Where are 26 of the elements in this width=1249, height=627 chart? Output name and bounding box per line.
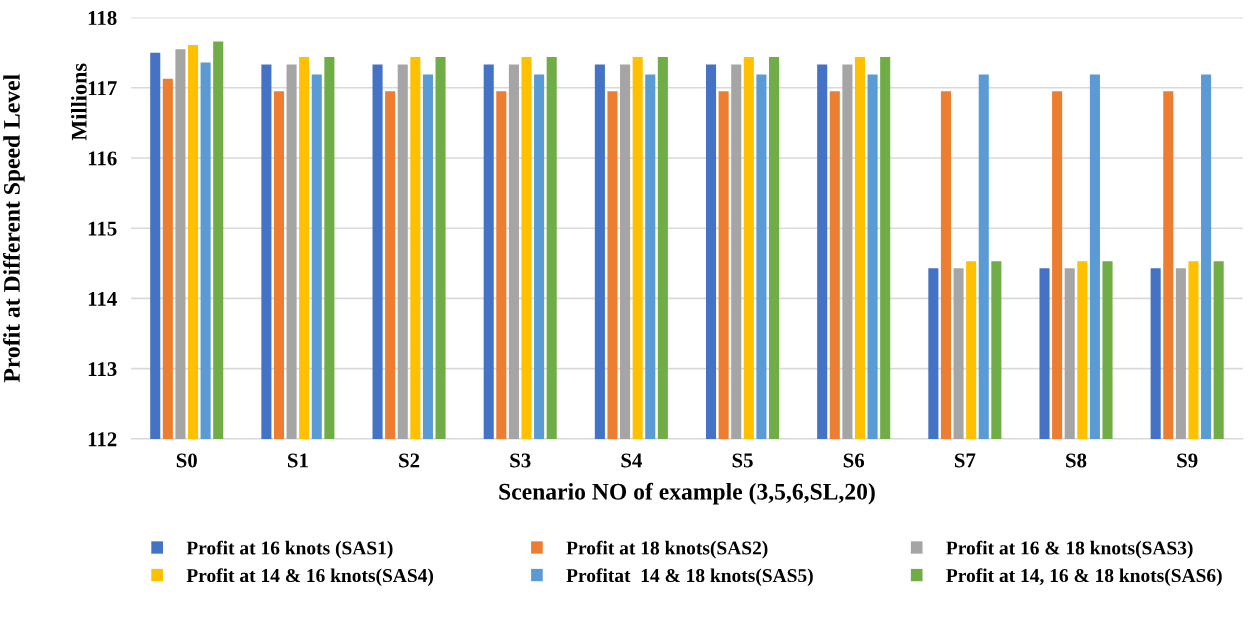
- x-tick-label: S0: [176, 453, 197, 468]
- y-tick-label: 113: [88, 362, 117, 377]
- x-tick-label: S4: [621, 453, 642, 468]
- x-tick-label: S6: [843, 453, 865, 468]
- x-axis-title: Scenario NO of example (3,5,6,SL,20): [499, 482, 875, 505]
- y-tick-label: 117: [88, 81, 117, 96]
- y-tick-label: 115: [88, 221, 117, 236]
- x-tick-label: S5: [732, 453, 753, 468]
- legend-label: Profit at 16 & 18 knots(SAS3): [946, 540, 1193, 559]
- legend-label: Profitat 14 & 18 knots(SAS5): [566, 568, 813, 587]
- y-tick-label: 116: [88, 151, 117, 166]
- x-tick-label: S9: [1177, 453, 1198, 468]
- legend-label: Profit at 18 knots(SAS2): [566, 540, 768, 559]
- x-tick-label: S8: [1066, 453, 1087, 468]
- x-tick-label: S2: [399, 453, 420, 468]
- text: Millions: [71, 63, 87, 141]
- x-tick-label: S3: [510, 453, 531, 468]
- y-tick-label: 112: [88, 432, 117, 447]
- legend-label: Profit at 16 knots (SAS1): [186, 540, 393, 559]
- legend-label: Profit at 14, 16 & 18 knots(SAS6): [946, 568, 1222, 587]
- y-axis-title: Profit at Different Speed Level: [3, 74, 25, 383]
- y-tick-label: 118: [88, 10, 117, 25]
- y-tick-label: 114: [88, 291, 117, 306]
- legend-label: Profit at 14 & 16 knots(SAS4): [186, 568, 434, 587]
- x-tick-label: S1: [288, 453, 308, 468]
- x-tick-label: S7: [954, 453, 976, 468]
